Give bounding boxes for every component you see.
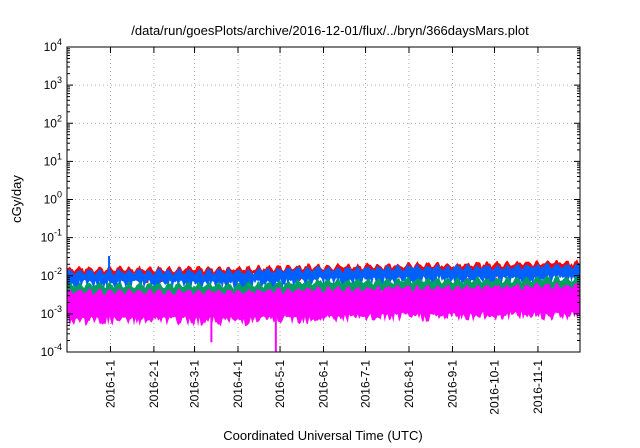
y-tick-label: 10-3 <box>41 304 62 321</box>
chart-title: /data/run/goesPlots/archive/2016-12-01/f… <box>131 23 529 38</box>
y-tick-label: 10-1 <box>41 228 62 245</box>
y-tick-label: 103 <box>44 75 62 92</box>
data-area <box>67 255 580 352</box>
y-tick-label: 10-4 <box>41 342 62 359</box>
y-tick-label: 100 <box>44 190 62 207</box>
x-tick-label: 2016-3-1 <box>188 360 202 408</box>
x-tick-label: 2016-10-1 <box>488 360 502 415</box>
x-tick-label: 2016-1-1 <box>103 360 117 408</box>
x-tick-label: 2016-2-1 <box>147 360 161 408</box>
y-tick-label: 104 <box>44 37 62 54</box>
series-area <box>67 282 580 327</box>
grid <box>67 47 580 352</box>
x-axis: 2016-1-1 2016-2-1 2016-3-1 2016-4-1 2016-5-1… <box>103 47 545 415</box>
y-tick-label: 102 <box>44 113 62 130</box>
x-tick-label: 2016-6-1 <box>317 360 331 408</box>
x-tick-label: 2016-4-1 <box>231 360 245 408</box>
y-tick-label: 10-2 <box>41 266 62 283</box>
series-area <box>67 262 580 290</box>
x-tick-label: 2016-8-1 <box>402 360 416 408</box>
y-tick-label: 101 <box>44 151 62 168</box>
y-axis-label: cGy/day <box>9 175 24 223</box>
x-tick-label: 2016-11-1 <box>531 360 545 414</box>
x-tick-label: 2016-5-1 <box>273 360 287 408</box>
x-axis-label: Coordinated Universal Time (UTC) <box>223 428 422 443</box>
x-tick-label: 2016-9-1 <box>445 360 459 408</box>
x-tick-label: 2016-7-1 <box>359 360 373 408</box>
y-axis: 10-4 10-3 10-2 10-1 100 101 102 103 104 <box>41 37 580 359</box>
